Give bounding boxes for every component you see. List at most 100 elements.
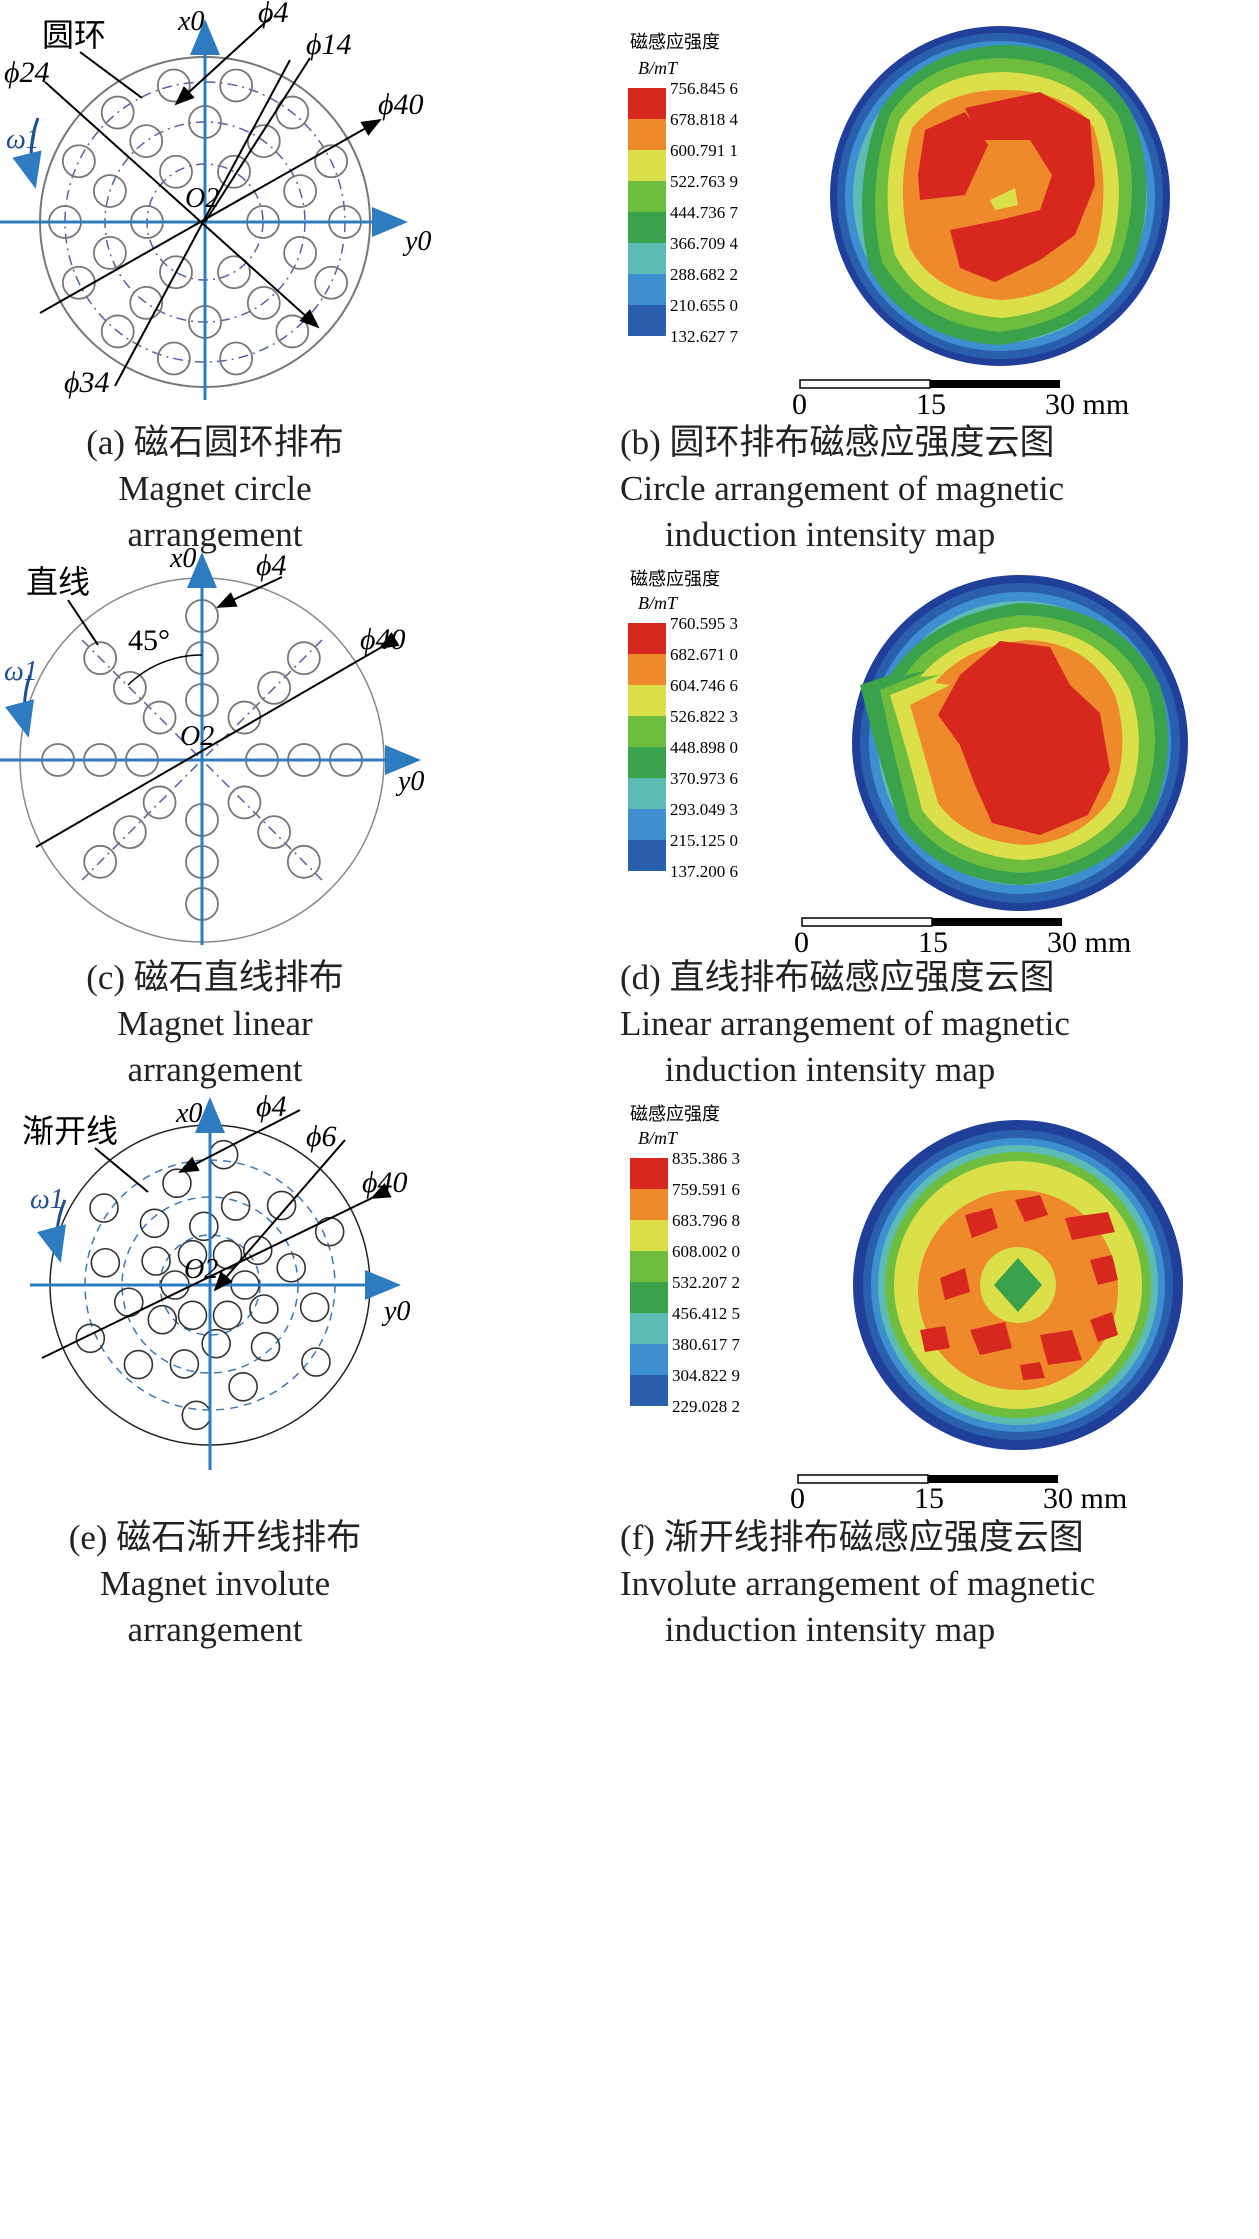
label-d4: ϕ4 [256,1090,287,1123]
panel-a: 圆环 ω1 x0 y0 O2 ϕ4 ϕ14 ϕ24 ϕ34 ϕ40 [0,0,620,420]
label-x0: x0 [175,1098,202,1129]
caption-e-en-1: Magnet involute [99,1564,331,1603]
label-omega: ω1 [4,656,38,687]
magnet [314,265,349,300]
colorbar-unit: B/mT [638,58,679,78]
caption-c-en-2: arrangement [127,1050,303,1089]
leader-d24 [44,81,320,329]
scale-bar: 0 15 30 mm [794,917,1131,959]
magnet [246,286,281,320]
scale-tick-15: 15 [914,1482,944,1515]
magnet [212,1300,243,1331]
colorbar: 756.845 6 678.818 4 600.791 1 522.763 9 444.… [628,79,739,346]
label-d4: ϕ4 [258,0,289,29]
caption-c-en-1: Magnet linear [117,1004,313,1043]
label-x0: x0 [169,543,196,574]
panel-b: 磁感应强度 B/mT 756.845 6 678.818 4 600.791 1 52… [620,0,1259,421]
label-curve: 直线 [26,564,90,600]
caption-d-en-2: induction intensity map [664,1050,996,1089]
leader-d40 [41,1182,392,1359]
magnet [276,1252,306,1283]
colorbar: 835.386 3 759.591 6 683.796 8 608.002 0 532.… [630,1149,741,1416]
caption-e-cn: (e) 磁石渐开线排布 [68,1518,362,1557]
colorbar-cell [628,88,666,119]
contour-map [852,575,1188,911]
colorbar-value: 600.791 1 [670,141,738,160]
magnet [90,1247,121,1278]
magnet [266,1190,297,1221]
colorbar-cell [628,150,666,181]
magnet [275,95,310,130]
colorbar-cell [630,1189,668,1220]
label-omega: ω1 [30,1184,64,1215]
magnet [257,670,292,705]
magnet [219,68,254,103]
magnet [141,1246,171,1276]
magnet [250,1331,281,1362]
colorbar-cell [630,1375,668,1406]
colorbar-value: 229.028 2 [672,1397,740,1416]
omega-arrow [12,117,42,189]
colorbar-value: 215.125 0 [670,831,738,850]
magnet [142,700,177,735]
colorbar-cell [628,685,666,716]
colorbar-value: 304.822 9 [672,1366,740,1385]
colorbar-cell [630,1313,668,1344]
caption-a: (a) 磁石圆环排布 Magnet circle arrangement [0,420,430,558]
colorbar-cell [628,305,666,336]
magnet [301,1347,331,1377]
label-origin: O2 [184,1254,218,1285]
label-angle: 45° [128,624,170,657]
magnet [249,1294,279,1324]
contour-map [830,26,1170,366]
caption-b-cn: (b) 圆环排布磁感应强度云图 [620,423,1055,462]
leader-d4 [174,17,271,106]
magnet [92,236,127,270]
label-curve: 圆环 [42,17,106,53]
magnet [83,641,118,676]
label-curve: 渐开线 [22,1113,118,1149]
magnet [61,144,96,179]
panel-d: 磁感应强度 B/mT 760.595 3 682.671 0 604.746 6 52… [620,545,1259,959]
colorbar-cell [628,243,666,274]
magnet [314,144,349,179]
caption-b: (b) 圆环排布磁感应强度云图 Circle arrangement of ma… [620,420,1064,558]
magnet [286,641,321,676]
magnet [286,844,321,879]
colorbar-cell [630,1220,668,1251]
label-y0: y0 [402,226,431,257]
magnet [83,844,118,879]
colorbar-cell [630,1158,668,1189]
magnet [201,1328,231,1359]
label-d40: ϕ40 [362,1166,408,1199]
magnet [92,174,127,208]
magnet [89,1193,119,1223]
magnet [189,1211,219,1242]
magnet [246,124,281,158]
colorbar-value: 835.386 3 [672,1149,740,1168]
leader-d4 [216,576,283,608]
caption-a-en-1: Magnet circle [118,469,312,508]
magnet [100,95,135,130]
colorbar-value: 522.763 9 [670,172,738,191]
scale-bar: 0 15 30 mm [792,379,1129,421]
colorbar-value: 756.845 6 [670,79,738,98]
diagram-involute-arrangement: 渐开线 ω1 x0 y0 O2 ϕ4 ϕ6 ϕ40 [22,1090,410,1470]
caption-f: (f) 渐开线排布磁感应强度云图 Involute arrangement of… [620,1515,1095,1653]
magnet [283,174,318,208]
colorbar-title: 磁感应强度 [630,1104,720,1125]
colorbar-value: 682.671 0 [670,645,738,664]
colorbar-value: 456.412 5 [672,1304,740,1323]
angle-arc [127,654,203,686]
label-d14: ϕ14 [306,28,352,61]
colorbar-value: 683.796 8 [672,1211,740,1230]
colorbar-cell [628,181,666,212]
colorbar-value: 678.818 4 [670,110,739,129]
magnet [220,1191,251,1221]
label-d6: ϕ6 [306,1120,337,1153]
leader-d40 [35,632,400,848]
magnet [217,154,251,189]
magnet [156,341,191,376]
leader-d4 [178,1109,301,1173]
caption-e-en-2: arrangement [127,1610,303,1649]
